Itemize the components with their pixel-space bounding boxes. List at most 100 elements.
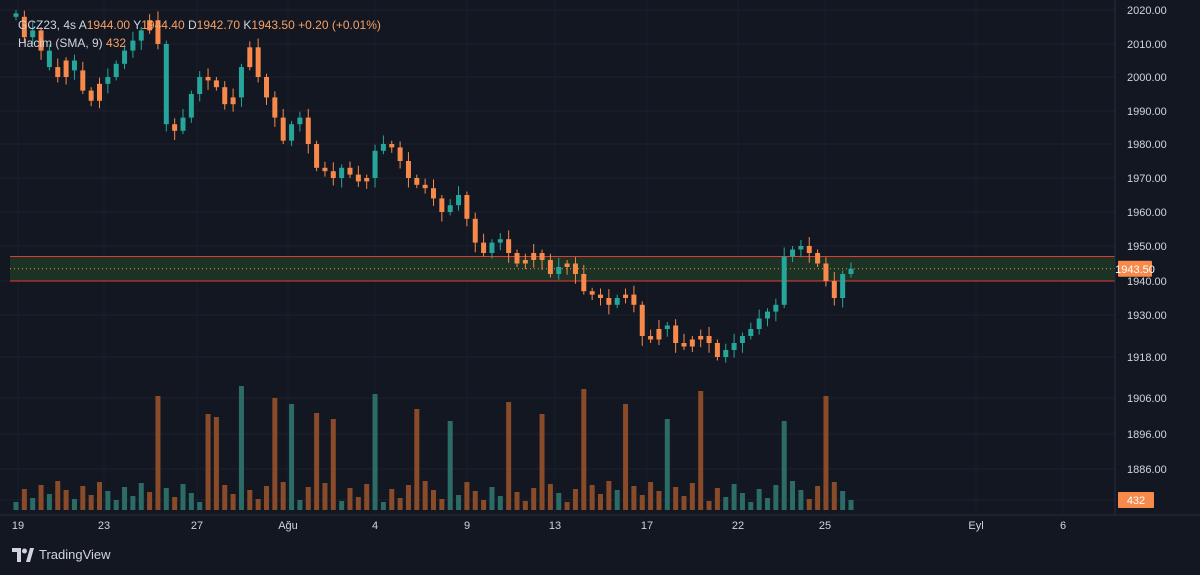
volume-bar — [97, 482, 102, 510]
candle-body — [489, 242, 495, 253]
time-tick-label: Ağu — [278, 520, 298, 532]
price-tick-label: 1886.00 — [1127, 464, 1167, 476]
volume-bar — [806, 499, 812, 510]
tradingview-logo[interactable]: TradingView — [12, 547, 111, 562]
candle-body — [247, 47, 253, 68]
volume-bar — [556, 493, 562, 510]
candle-body — [639, 304, 645, 336]
candle-body — [372, 150, 378, 178]
volume-bar — [464, 482, 470, 510]
volume-bar — [706, 501, 712, 510]
last-volume-tag — [1118, 492, 1154, 508]
candle-body — [531, 253, 537, 260]
candlesticks — [13, 10, 854, 363]
volume-bar — [739, 493, 745, 510]
candle-body — [347, 167, 353, 175]
candle-body — [589, 291, 595, 295]
volume-bar — [673, 487, 679, 510]
candle-body — [197, 77, 203, 94]
candle-body — [180, 117, 186, 131]
volume-bar — [431, 490, 436, 510]
time-tick-label: 23 — [98, 520, 110, 532]
symbol-label[interactable]: GCZ23, 4s — [18, 18, 77, 32]
candle-body — [456, 195, 462, 206]
volume-bar — [222, 485, 228, 510]
volume-bar — [180, 484, 186, 510]
volume-bar — [664, 419, 670, 510]
candle-body — [172, 124, 178, 131]
candle-body — [439, 198, 445, 212]
candle-body — [506, 239, 512, 253]
change-value: +0.20 (+0.01%) — [298, 18, 381, 32]
volume-bar — [531, 488, 537, 510]
candle-body — [773, 304, 779, 312]
volume-bar — [55, 481, 61, 510]
volume-bar — [238, 386, 244, 510]
volume-bar — [71, 499, 77, 510]
candle-body — [748, 329, 754, 336]
candle-body — [138, 30, 144, 41]
volume-bar — [405, 485, 411, 510]
volume-indicator-label[interactable]: Hacim (SMA, 9) — [18, 36, 103, 50]
volume-bar — [414, 409, 420, 510]
candle-body — [781, 256, 787, 305]
time-tick-label: 27 — [191, 520, 203, 532]
candle-body — [205, 77, 211, 81]
time-tick-label: 19 — [12, 520, 24, 532]
candle-body — [572, 263, 578, 274]
candle-body — [213, 80, 219, 88]
candle-body — [481, 242, 487, 253]
volume-bars — [13, 386, 854, 510]
volume-bar — [781, 421, 787, 510]
volume-bar — [280, 482, 286, 510]
volume-bar — [723, 497, 729, 510]
volume-bar — [122, 487, 128, 510]
volume-bar — [506, 402, 512, 510]
candle-body — [380, 144, 386, 151]
volume-bar — [773, 485, 779, 510]
volume-bar — [447, 421, 453, 510]
candle-body — [297, 117, 303, 125]
price-tick-label: 1950.00 — [1127, 241, 1167, 253]
volume-bar — [539, 414, 545, 510]
candle-body — [55, 67, 61, 77]
candle-body — [806, 246, 812, 253]
volume-bar — [188, 493, 194, 510]
price-tick-label: 2010.00 — [1127, 39, 1167, 51]
support-zone — [10, 256, 1115, 282]
volume-bar — [30, 498, 36, 510]
volume-bar — [598, 494, 603, 510]
time-axis-labels: 19 23 27 Ağu 4 9 13 17 22 25 Eyl 6 — [12, 520, 1066, 532]
time-tick-label: 17 — [641, 520, 653, 532]
volume-bar — [147, 492, 153, 510]
candle-body — [38, 30, 44, 51]
volume-bar — [380, 502, 386, 510]
candle-body — [330, 171, 336, 178]
volume-bar — [105, 491, 111, 510]
candle-body — [405, 161, 411, 178]
high-label: Y — [133, 18, 142, 32]
volume-bar — [481, 500, 487, 510]
last-volume-tag-text: 432 — [1127, 495, 1145, 507]
candle-body — [264, 77, 269, 98]
price-tick-label: 1990.00 — [1127, 106, 1167, 118]
volume-bar — [639, 495, 645, 510]
candle-body — [689, 339, 695, 347]
candle-body — [431, 188, 436, 199]
low-value: 1942.70 — [196, 18, 241, 32]
candle-body — [539, 253, 545, 260]
candle-body — [840, 274, 846, 298]
candle-body — [339, 167, 345, 178]
volume-bar — [397, 498, 403, 510]
time-tick-label: 4 — [372, 520, 378, 532]
volume-indicator-value: 432 — [106, 36, 127, 50]
time-tick-label: 6 — [1060, 520, 1066, 532]
axes — [0, 0, 1200, 516]
candle-body — [765, 311, 770, 319]
volume-bar — [205, 414, 211, 510]
candle-body — [30, 30, 36, 38]
candle-body — [623, 294, 629, 298]
candle-body — [522, 260, 528, 264]
volume-bar — [572, 489, 578, 510]
